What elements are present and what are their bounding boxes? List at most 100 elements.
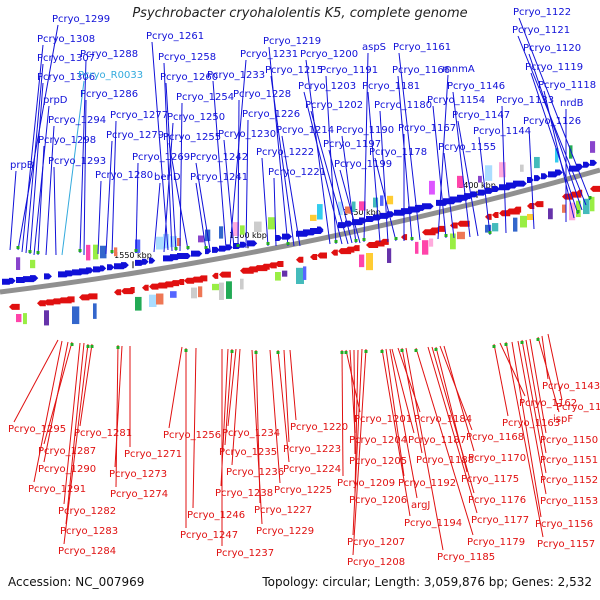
forward-gene-label[interactable]: Pcryo_1178 — [369, 147, 427, 158]
forward-gene-label[interactable]: Pcryo_1293 — [48, 156, 106, 167]
reverse-gene-label[interactable]: Pcryo_1235 — [219, 447, 277, 458]
reverse-gene-label[interactable]: Pcryo_1143 — [542, 381, 600, 392]
reverse-gene-label[interactable]: Pcryo_1282 — [58, 506, 116, 517]
reverse-gene-label[interactable]: Pcryo_1274 — [110, 489, 168, 500]
reverse-gene-label[interactable]: Pcryo_1205 — [349, 456, 407, 467]
forward-gene-label[interactable]: Pcryo_1122 — [513, 7, 571, 18]
reverse-gene-label[interactable]: Pcryo_1162 — [519, 398, 577, 409]
forward-gene-label[interactable]: Pcryo_1308 — [37, 34, 95, 45]
forward-gene-label[interactable]: Pcryo_1191 — [320, 65, 378, 76]
forward-gene-label[interactable]: Pcryo_1219 — [263, 36, 321, 47]
forward-gene-label[interactable]: Pcryo_1202 — [305, 100, 363, 111]
forward-gene-label[interactable]: Pcryo_1133 — [496, 95, 554, 106]
reverse-gene-label[interactable]: Pcryo_1179 — [467, 537, 525, 548]
reverse-gene-label[interactable]: ispF — [553, 414, 573, 425]
reverse-gene-label[interactable]: Pcryo_1175 — [461, 474, 519, 485]
reverse-gene-label[interactable]: Pcryo_1291 — [28, 484, 86, 495]
forward-gene-label[interactable]: Pcryo_1197 — [323, 139, 381, 150]
forward-gene-label[interactable]: benD — [154, 172, 181, 183]
reverse-gene-label[interactable]: Pcryo_1153 — [540, 496, 598, 507]
reverse-gene-label[interactable]: Pcryo_1188 — [416, 455, 474, 466]
reverse-gene-label[interactable]: Pcryo_1157 — [537, 539, 595, 550]
forward-gene-label[interactable]: Pcryo_1200 — [300, 49, 358, 60]
forward-gene-label[interactable]: Pcryo_1241 — [190, 172, 248, 183]
forward-gene-label[interactable]: Pcryo_1221 — [268, 167, 326, 178]
forward-gene-label[interactable]: Pcryo_1167 — [398, 123, 456, 134]
forward-gene-label[interactable]: Pcryo_1118 — [538, 80, 596, 91]
reverse-gene-label[interactable]: Pcryo_1207 — [347, 537, 405, 548]
reverse-gene-label[interactable]: Pcryo_1256 — [163, 430, 221, 441]
reverse-gene-label[interactable]: Pcryo_1287 — [38, 446, 96, 457]
reverse-gene-label[interactable]: Pcryo_1236 — [226, 467, 284, 478]
forward-gene-label[interactable]: Pcryo_R0033 — [78, 70, 143, 81]
reverse-gene-label[interactable]: Pcryo_1273 — [109, 469, 167, 480]
forward-gene-label[interactable]: Pcryo_1233 — [207, 70, 265, 81]
forward-gene-label[interactable]: Pcryo_1121 — [512, 25, 570, 36]
forward-gene-label[interactable]: Pcryo_1228 — [233, 89, 291, 100]
forward-gene-label[interactable]: Pcryo_1230 — [218, 129, 276, 140]
forward-gene-label[interactable]: Pcryo_1260 — [160, 72, 218, 83]
forward-gene-label[interactable]: prpD — [43, 95, 68, 106]
reverse-gene-label[interactable]: Pcryo_1168 — [466, 432, 524, 443]
forward-gene-label[interactable]: Pcryo_1288 — [80, 49, 138, 60]
reverse-gene-label[interactable]: Pcryo_1229 — [256, 526, 314, 537]
reverse-gene-label[interactable]: Pcryo_1246 — [187, 510, 245, 521]
forward-gene-label[interactable]: Pcryo_1154 — [427, 95, 485, 106]
reverse-gene-label[interactable]: Pcryo_1247 — [180, 530, 238, 541]
forward-gene-label[interactable]: Pcryo_1269 — [132, 152, 190, 163]
reverse-gene-label[interactable]: argJ — [411, 500, 430, 511]
forward-gene-label[interactable]: Pcryo_1203 — [298, 81, 356, 92]
forward-gene-label[interactable]: Pcryo_1226 — [242, 109, 300, 120]
reverse-gene-label[interactable]: Pcryo_1194 — [404, 518, 462, 529]
forward-gene-label[interactable]: nrdB — [560, 98, 584, 109]
forward-gene-label[interactable]: Pcryo_1126 — [523, 116, 581, 127]
forward-gene-label[interactable]: Pcryo_1277 — [110, 110, 168, 121]
forward-gene-label[interactable]: Pcryo_1161 — [393, 42, 451, 53]
forward-gene-label[interactable]: Pcryo_1181 — [362, 81, 420, 92]
forward-gene-label[interactable]: Pcryo_1120 — [523, 43, 581, 54]
reverse-gene-label[interactable]: Pcryo_1150 — [540, 435, 598, 446]
reverse-gene-label[interactable]: Pcryo_1176 — [468, 495, 526, 506]
forward-gene-label[interactable]: Pcryo_1279 — [106, 130, 164, 141]
forward-gene-label[interactable]: Pcryo_1254 — [176, 92, 234, 103]
reverse-gene-label[interactable]: Pcryo_1234 — [222, 428, 280, 439]
forward-gene-label[interactable]: Pcryo_1258 — [158, 52, 216, 63]
forward-gene-label[interactable]: Pcryo_1298 — [38, 135, 96, 146]
forward-gene-label[interactable]: Pcryo_1286 — [80, 89, 138, 100]
reverse-gene-label[interactable]: Pcryo_1283 — [60, 526, 118, 537]
forward-gene-label[interactable]: Pcryo_1190 — [336, 125, 394, 136]
reverse-gene-label[interactable]: Pcryo_1184 — [414, 414, 472, 425]
forward-gene-label[interactable]: Pcryo_1299 — [52, 14, 110, 25]
forward-gene-label[interactable]: Pcryo_1119 — [525, 62, 583, 73]
forward-gene-label[interactable]: Pcryo_1180 — [374, 100, 432, 111]
forward-gene-label[interactable]: Pcryo_1255 — [163, 132, 221, 143]
forward-gene-label[interactable]: Pcryo_1280 — [95, 170, 153, 181]
reverse-gene-label[interactable]: Pcryo_1177 — [471, 515, 529, 526]
reverse-gene-label[interactable]: Pcryo_1225 — [274, 485, 332, 496]
reverse-gene-label[interactable]: Pcryo_1271 — [124, 449, 182, 460]
forward-gene-label[interactable]: Pcryo_1307 — [37, 53, 95, 64]
forward-gene-label[interactable]: mnmA — [442, 64, 475, 75]
forward-gene-label[interactable]: Pcryo_1306 — [37, 72, 95, 83]
forward-gene-label[interactable]: Pcryo_1144 — [473, 126, 531, 137]
reverse-gene-label[interactable]: Pcryo_1281 — [74, 428, 132, 439]
forward-gene-label[interactable]: Pcryo_1231 — [240, 49, 298, 60]
forward-gene-label[interactable]: Pcryo_1155 — [438, 142, 496, 153]
reverse-gene-label[interactable]: Pcryo_1206 — [349, 495, 407, 506]
forward-gene-label[interactable]: Pcryo_1215 — [265, 65, 323, 76]
reverse-gene-label[interactable]: Pcryo_1295 — [8, 424, 66, 435]
reverse-gene-label[interactable]: Pcryo_1170 — [468, 453, 526, 464]
reverse-gene-label[interactable]: Pcryo_1163 — [502, 418, 560, 429]
forward-gene-label[interactable]: Pcryo_1166 — [392, 65, 450, 76]
reverse-gene-label[interactable]: Pcryo_1223 — [283, 444, 341, 455]
forward-gene-label[interactable]: Pcryo_1294 — [48, 115, 106, 126]
forward-gene-label[interactable]: Pcryo_1147 — [452, 110, 510, 121]
reverse-gene-label[interactable]: Pcryo_1238 — [215, 488, 273, 499]
reverse-gene-label[interactable]: Pcryo_1284 — [58, 546, 116, 557]
reverse-gene-label[interactable]: Pcryo_1145 — [556, 402, 600, 413]
forward-gene-label[interactable]: Pcryo_1250 — [167, 112, 225, 123]
reverse-gene-label[interactable]: Pcryo_1208 — [347, 557, 405, 568]
reverse-gene-label[interactable]: Pcryo_1290 — [38, 464, 96, 475]
reverse-gene-label[interactable]: Pcryo_1156 — [535, 519, 593, 530]
reverse-gene-label[interactable]: Pcryo_1209 — [337, 478, 395, 489]
